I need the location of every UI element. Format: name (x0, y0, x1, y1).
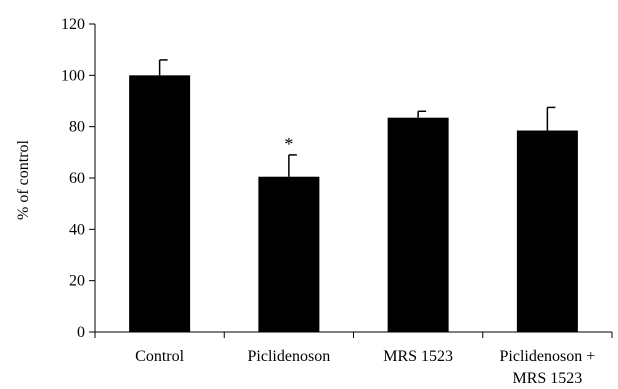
x-tick-label: MRS 1523 (512, 370, 582, 387)
x-tick-label: MRS 1523 (383, 348, 453, 365)
x-tick-label: Control (135, 348, 184, 365)
x-axis (94, 331, 613, 338)
x-tick-label: Piclidenoson + (500, 348, 596, 365)
significance-annotation: * (284, 134, 293, 154)
bar (387, 117, 449, 332)
y-axis: 0 20 40 60 80 100 120 (61, 16, 96, 341)
y-tick-label: 0 (77, 324, 85, 341)
labels: Control * Piclidenoson MRS 1523 Piclidenoson… (135, 134, 595, 387)
y-tick-label: 120 (61, 16, 85, 33)
bar (258, 176, 320, 332)
x-tick-label: Piclidenoson (248, 348, 331, 365)
y-tick-label: 80 (69, 119, 85, 136)
bar (129, 75, 191, 332)
y-tick-label: 100 (61, 67, 85, 84)
y-axis-label: % of control (15, 139, 32, 220)
y-tick-label: 40 (69, 221, 85, 238)
y-tick-label: 20 (69, 273, 85, 290)
bar (516, 130, 578, 332)
y-tick-label: 60 (69, 170, 85, 187)
bars (129, 59, 578, 332)
